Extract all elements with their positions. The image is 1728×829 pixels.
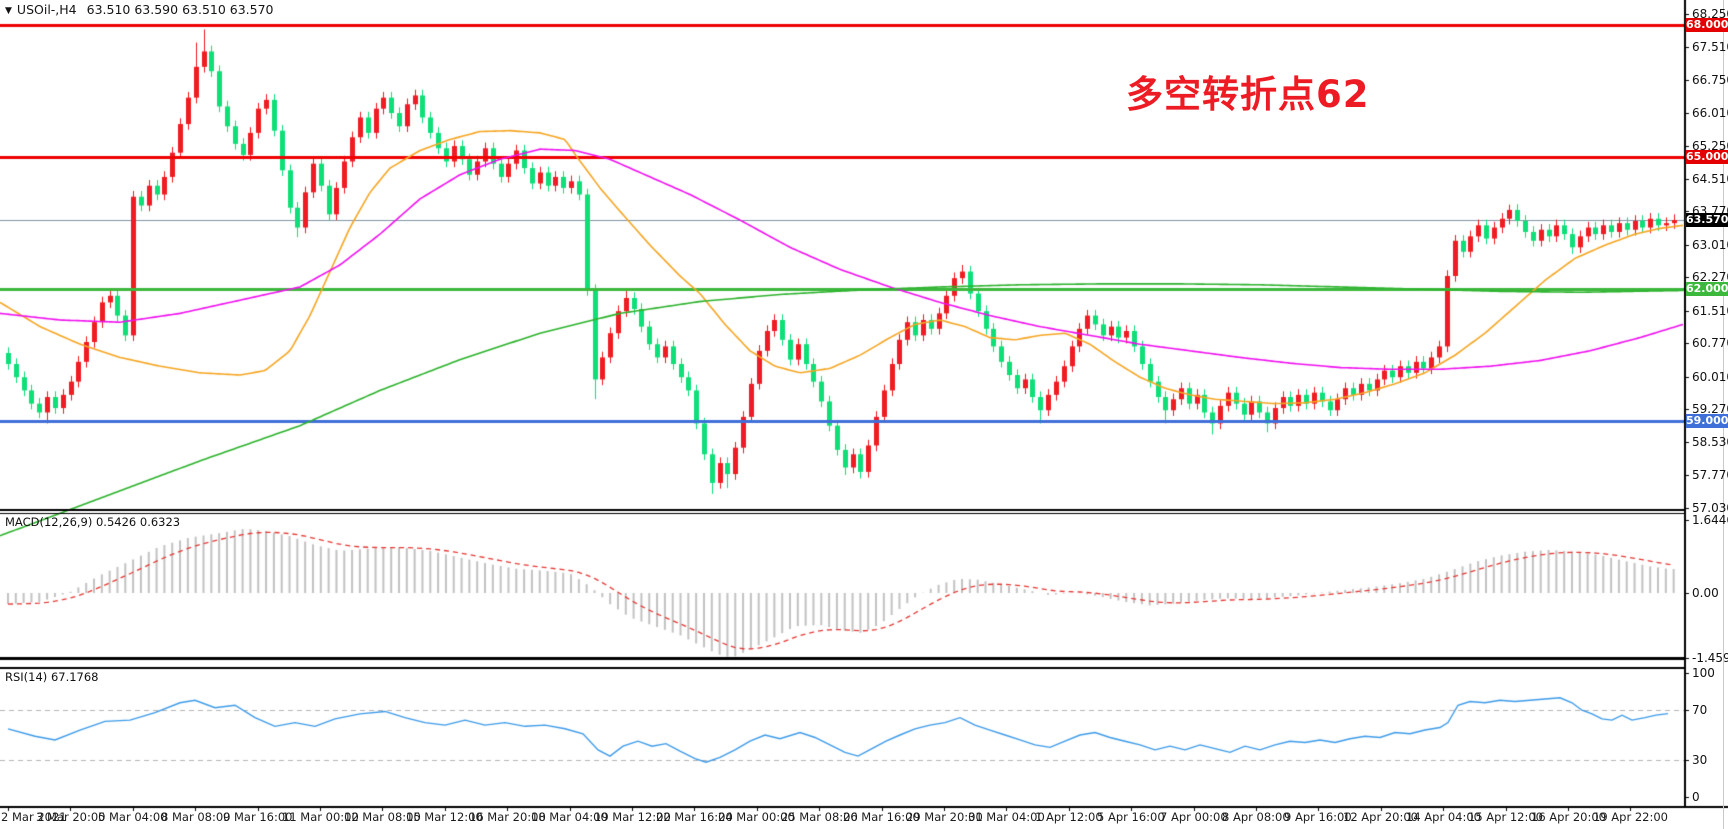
current-price-badge: 63.570: [1686, 213, 1728, 228]
time-tick-label: 7 Apr 00:00: [1160, 810, 1228, 824]
price-tick-label: 67.510: [1692, 39, 1728, 54]
time-tick-label: 9 Mar 16:00: [223, 810, 293, 824]
macd-panel-label: MACD(12,26,9) 0.5426 0.6323: [5, 515, 181, 529]
time-tick-label: 15 Apr 12:00: [1468, 810, 1543, 824]
time-tick-label: 14 Apr 04:00: [1406, 810, 1481, 824]
time-tick-label: 16 Apr 20:00: [1531, 810, 1606, 824]
annotation-text: 多空转折点62: [1126, 73, 1370, 116]
price-tick-label: 62.270: [1692, 270, 1728, 285]
time-tick-label: 24 Mar 00:00: [718, 810, 795, 824]
price-tick-label: 60.770: [1692, 336, 1728, 351]
time-tick-label: 31 Mar 04:00: [968, 810, 1045, 824]
rsi-tick-label: 0: [1692, 790, 1700, 804]
time-tick-label: 26 Mar 16:00: [843, 810, 920, 824]
time-tick-label: 29 Mar 20:00: [906, 810, 983, 824]
rsi-panel-label: RSI(14) 67.1768: [5, 670, 99, 684]
macd-tick-label: 0.00: [1692, 586, 1719, 600]
ohlc-values: 63.510 63.590 63.510 63.570: [86, 2, 274, 17]
price-tick-label: 59.270: [1692, 402, 1728, 417]
time-tick-label: 8 Apr 08:00: [1222, 810, 1290, 824]
rsi-tick-label: 30: [1692, 752, 1708, 767]
time-tick-label: 22 Mar 16:00: [656, 810, 733, 824]
symbol-timeframe-label: USOil-,H4: [16, 2, 77, 17]
chart-title: ▼ USOil-,H4 63.510 63.590 63.510 63.570: [5, 2, 274, 17]
price-tick-label: 57.770: [1692, 468, 1728, 483]
macd-tick-label: 1.6446: [1692, 512, 1728, 527]
price-tick-label: 58.530: [1692, 434, 1728, 449]
time-tick-label: 25 Mar 08:00: [781, 810, 858, 824]
time-tick-label: 19 Apr 22:00: [1593, 810, 1668, 824]
symbol-dropdown-icon[interactable]: ▼: [5, 6, 12, 16]
price-tick-label: 66.010: [1692, 105, 1728, 120]
time-tick-label: 12 Mar 08:00: [344, 810, 421, 824]
price-level-badge: 62.000: [1686, 282, 1728, 297]
time-tick-label: 19 Mar 12:00: [594, 810, 671, 824]
time-tick-label: 11 Mar 00:00: [282, 810, 359, 824]
price-tick-label: 63.010: [1692, 237, 1728, 252]
price-level-badge: 68.000: [1686, 18, 1728, 32]
price-tick-label: 57.030: [1692, 501, 1728, 515]
price-tick-label: 65.250: [1692, 139, 1728, 154]
time-tick-label: 18 Mar 04:00: [531, 810, 608, 824]
time-tick-label: 2 Mar 2021: [1, 810, 67, 824]
time-tick-label: 5 Mar 04:00: [98, 810, 168, 824]
time-tick-label: 12 Apr 20:00: [1343, 810, 1418, 824]
time-tick-label: 8 Mar 08:00: [161, 810, 231, 824]
time-tick-label: 9 Apr 16:00: [1284, 810, 1352, 824]
time-tick-label: 15 Mar 12:00: [406, 810, 483, 824]
price-level-badge: 59.000: [1686, 414, 1728, 429]
time-tick-label: 3 Mar 20:00: [36, 810, 106, 824]
price-tick-label: 61.510: [1692, 303, 1728, 318]
time-tick-label: 1 Apr 12:00: [1035, 810, 1103, 824]
macd-tick-label: -1.4594: [1692, 650, 1728, 665]
rsi-tick-label: 100: [1692, 666, 1715, 680]
time-tick-label: 16 Mar 20:00: [469, 810, 546, 824]
time-tick-label: 5 Apr 16:00: [1097, 810, 1165, 824]
price-tick-label: 66.750: [1692, 73, 1728, 88]
rsi-tick-label: 70: [1692, 703, 1708, 718]
price-level-badge: 65.000: [1686, 150, 1728, 165]
price-tick-label: 64.510: [1692, 171, 1728, 186]
price-tick-label: 68.250: [1692, 7, 1728, 21]
price-tick-label: 60.010: [1692, 369, 1728, 384]
